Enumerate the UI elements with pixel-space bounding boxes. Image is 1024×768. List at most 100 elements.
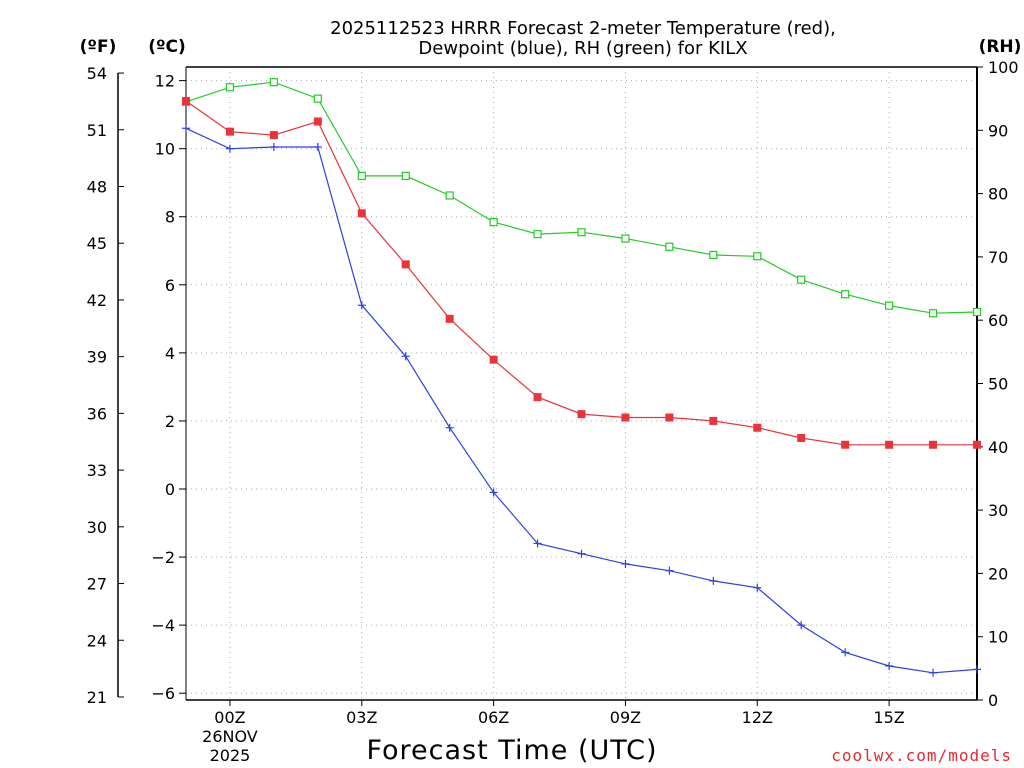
celsius-tick-label: 2 xyxy=(165,412,175,431)
rh-point xyxy=(577,228,586,237)
temperature-point xyxy=(533,393,542,402)
tick-labels: 121086420−2−4−65451484542393633302724211… xyxy=(87,58,1019,765)
rh-tick-label: 40 xyxy=(988,438,1008,457)
celsius-tick-label: −6 xyxy=(151,684,175,703)
rh-tick-label: 0 xyxy=(988,691,998,710)
rh-point xyxy=(665,242,674,251)
fahrenheit-tick-label: 45 xyxy=(87,234,107,253)
dewpoint-point xyxy=(401,352,410,361)
axes xyxy=(117,66,983,706)
x-tick-label: 00Z xyxy=(214,708,245,727)
rh-point xyxy=(885,301,894,310)
x-tick-label: 03Z xyxy=(346,708,377,727)
dewpoint-point xyxy=(753,583,762,592)
celsius-tick-label: 0 xyxy=(165,480,175,499)
dewpoint-point xyxy=(269,142,278,151)
dewpoint-point xyxy=(973,665,981,674)
source-credit: coolwx.com/models xyxy=(831,746,1012,765)
chart-title-line-2: Dewpoint (blue), RH (green) for KILX xyxy=(418,38,747,59)
rh-point xyxy=(841,290,850,299)
temperature-line xyxy=(185,100,977,446)
dewpoint-point xyxy=(533,539,542,548)
temperature-point xyxy=(885,440,894,449)
dewpoint-point xyxy=(577,549,586,558)
rh-series xyxy=(181,78,982,318)
fahrenheit-tick-label: 54 xyxy=(87,64,107,83)
temperature-point xyxy=(577,410,586,419)
dewpoint-point xyxy=(797,621,806,630)
temperature-point xyxy=(797,433,806,442)
fahrenheit-tick-label: 51 xyxy=(87,121,107,140)
dewpoint-point xyxy=(929,668,938,677)
temperature-point xyxy=(489,355,498,364)
rh-point xyxy=(445,191,454,200)
dewpoint-point xyxy=(885,661,894,670)
dewpoint-point xyxy=(489,488,498,497)
rh-point xyxy=(928,309,938,318)
temperature-point xyxy=(269,131,278,140)
celsius-tick-label: 8 xyxy=(165,208,175,227)
fahrenheit-tick-label: 39 xyxy=(87,348,107,367)
rh-tick-label: 50 xyxy=(988,375,1008,394)
celsius-tick-label: 6 xyxy=(165,276,175,295)
rh-point xyxy=(621,234,630,243)
x-tick-label: 15Z xyxy=(873,708,904,727)
dewpoint-series xyxy=(182,124,981,677)
temperature-point xyxy=(357,209,366,218)
celsius-unit-label: (ºC) xyxy=(148,37,186,57)
rh-line xyxy=(185,81,978,314)
dewpoint-point xyxy=(182,124,190,133)
fahrenheit-tick-label: 42 xyxy=(87,291,107,310)
rh-point xyxy=(709,250,718,260)
rh-point xyxy=(972,307,982,317)
rh-point xyxy=(357,171,366,180)
temperature-point xyxy=(182,97,190,106)
dewpoint-point xyxy=(621,559,630,568)
x-tick-label: 09Z xyxy=(610,708,641,727)
fahrenheit-tick-label: 27 xyxy=(87,575,107,594)
rh-point xyxy=(753,252,762,261)
rh-tick-label: 10 xyxy=(988,628,1008,647)
temperature-point xyxy=(401,260,410,269)
celsius-tick-label: −2 xyxy=(151,548,175,567)
x-tick-label: 06Z xyxy=(478,708,509,727)
celsius-tick-label: 4 xyxy=(165,344,175,363)
grid-lines xyxy=(186,67,977,700)
fahrenheit-tick-label: 36 xyxy=(87,404,107,423)
dewpoint-point xyxy=(445,423,454,432)
rh-point xyxy=(533,230,542,239)
temperature-point xyxy=(973,440,981,449)
rh-point xyxy=(313,94,322,103)
temperature-series xyxy=(182,97,981,449)
x-tick-label: 12Z xyxy=(742,708,773,727)
dewpoint-point xyxy=(357,301,366,310)
rh-tick-label: 60 xyxy=(988,311,1008,330)
dewpoint-point xyxy=(841,648,850,657)
rh-tick-label: 80 xyxy=(988,185,1008,204)
fahrenheit-tick-label: 48 xyxy=(87,177,107,196)
temperature-point xyxy=(445,314,454,323)
rh-point xyxy=(269,78,278,87)
x-tick-year-label: 2025 xyxy=(210,746,251,765)
temperature-point xyxy=(929,440,938,449)
fahrenheit-tick-label: 30 xyxy=(87,518,107,537)
temperature-point xyxy=(665,413,674,422)
temperature-point xyxy=(313,117,322,126)
chart-title-line-1: 2025112523 HRRR Forecast 2-meter Tempera… xyxy=(330,18,836,39)
temperature-point xyxy=(753,423,762,432)
celsius-tick-label: 10 xyxy=(155,140,175,159)
dewpoint-point xyxy=(225,144,234,153)
dewpoint-point xyxy=(665,566,674,575)
temperature-point xyxy=(841,440,850,449)
temperature-point xyxy=(621,413,630,422)
temperature-point xyxy=(225,127,234,136)
rh-point xyxy=(225,83,235,92)
fahrenheit-tick-label: 24 xyxy=(87,631,107,650)
rh-tick-label: 30 xyxy=(988,501,1008,520)
fahrenheit-tick-label: 33 xyxy=(87,461,107,480)
rh-unit-label: (RH) xyxy=(979,37,1022,57)
dewpoint-line xyxy=(185,127,978,674)
rh-tick-label: 90 xyxy=(988,121,1008,140)
temperature-point xyxy=(709,416,718,425)
